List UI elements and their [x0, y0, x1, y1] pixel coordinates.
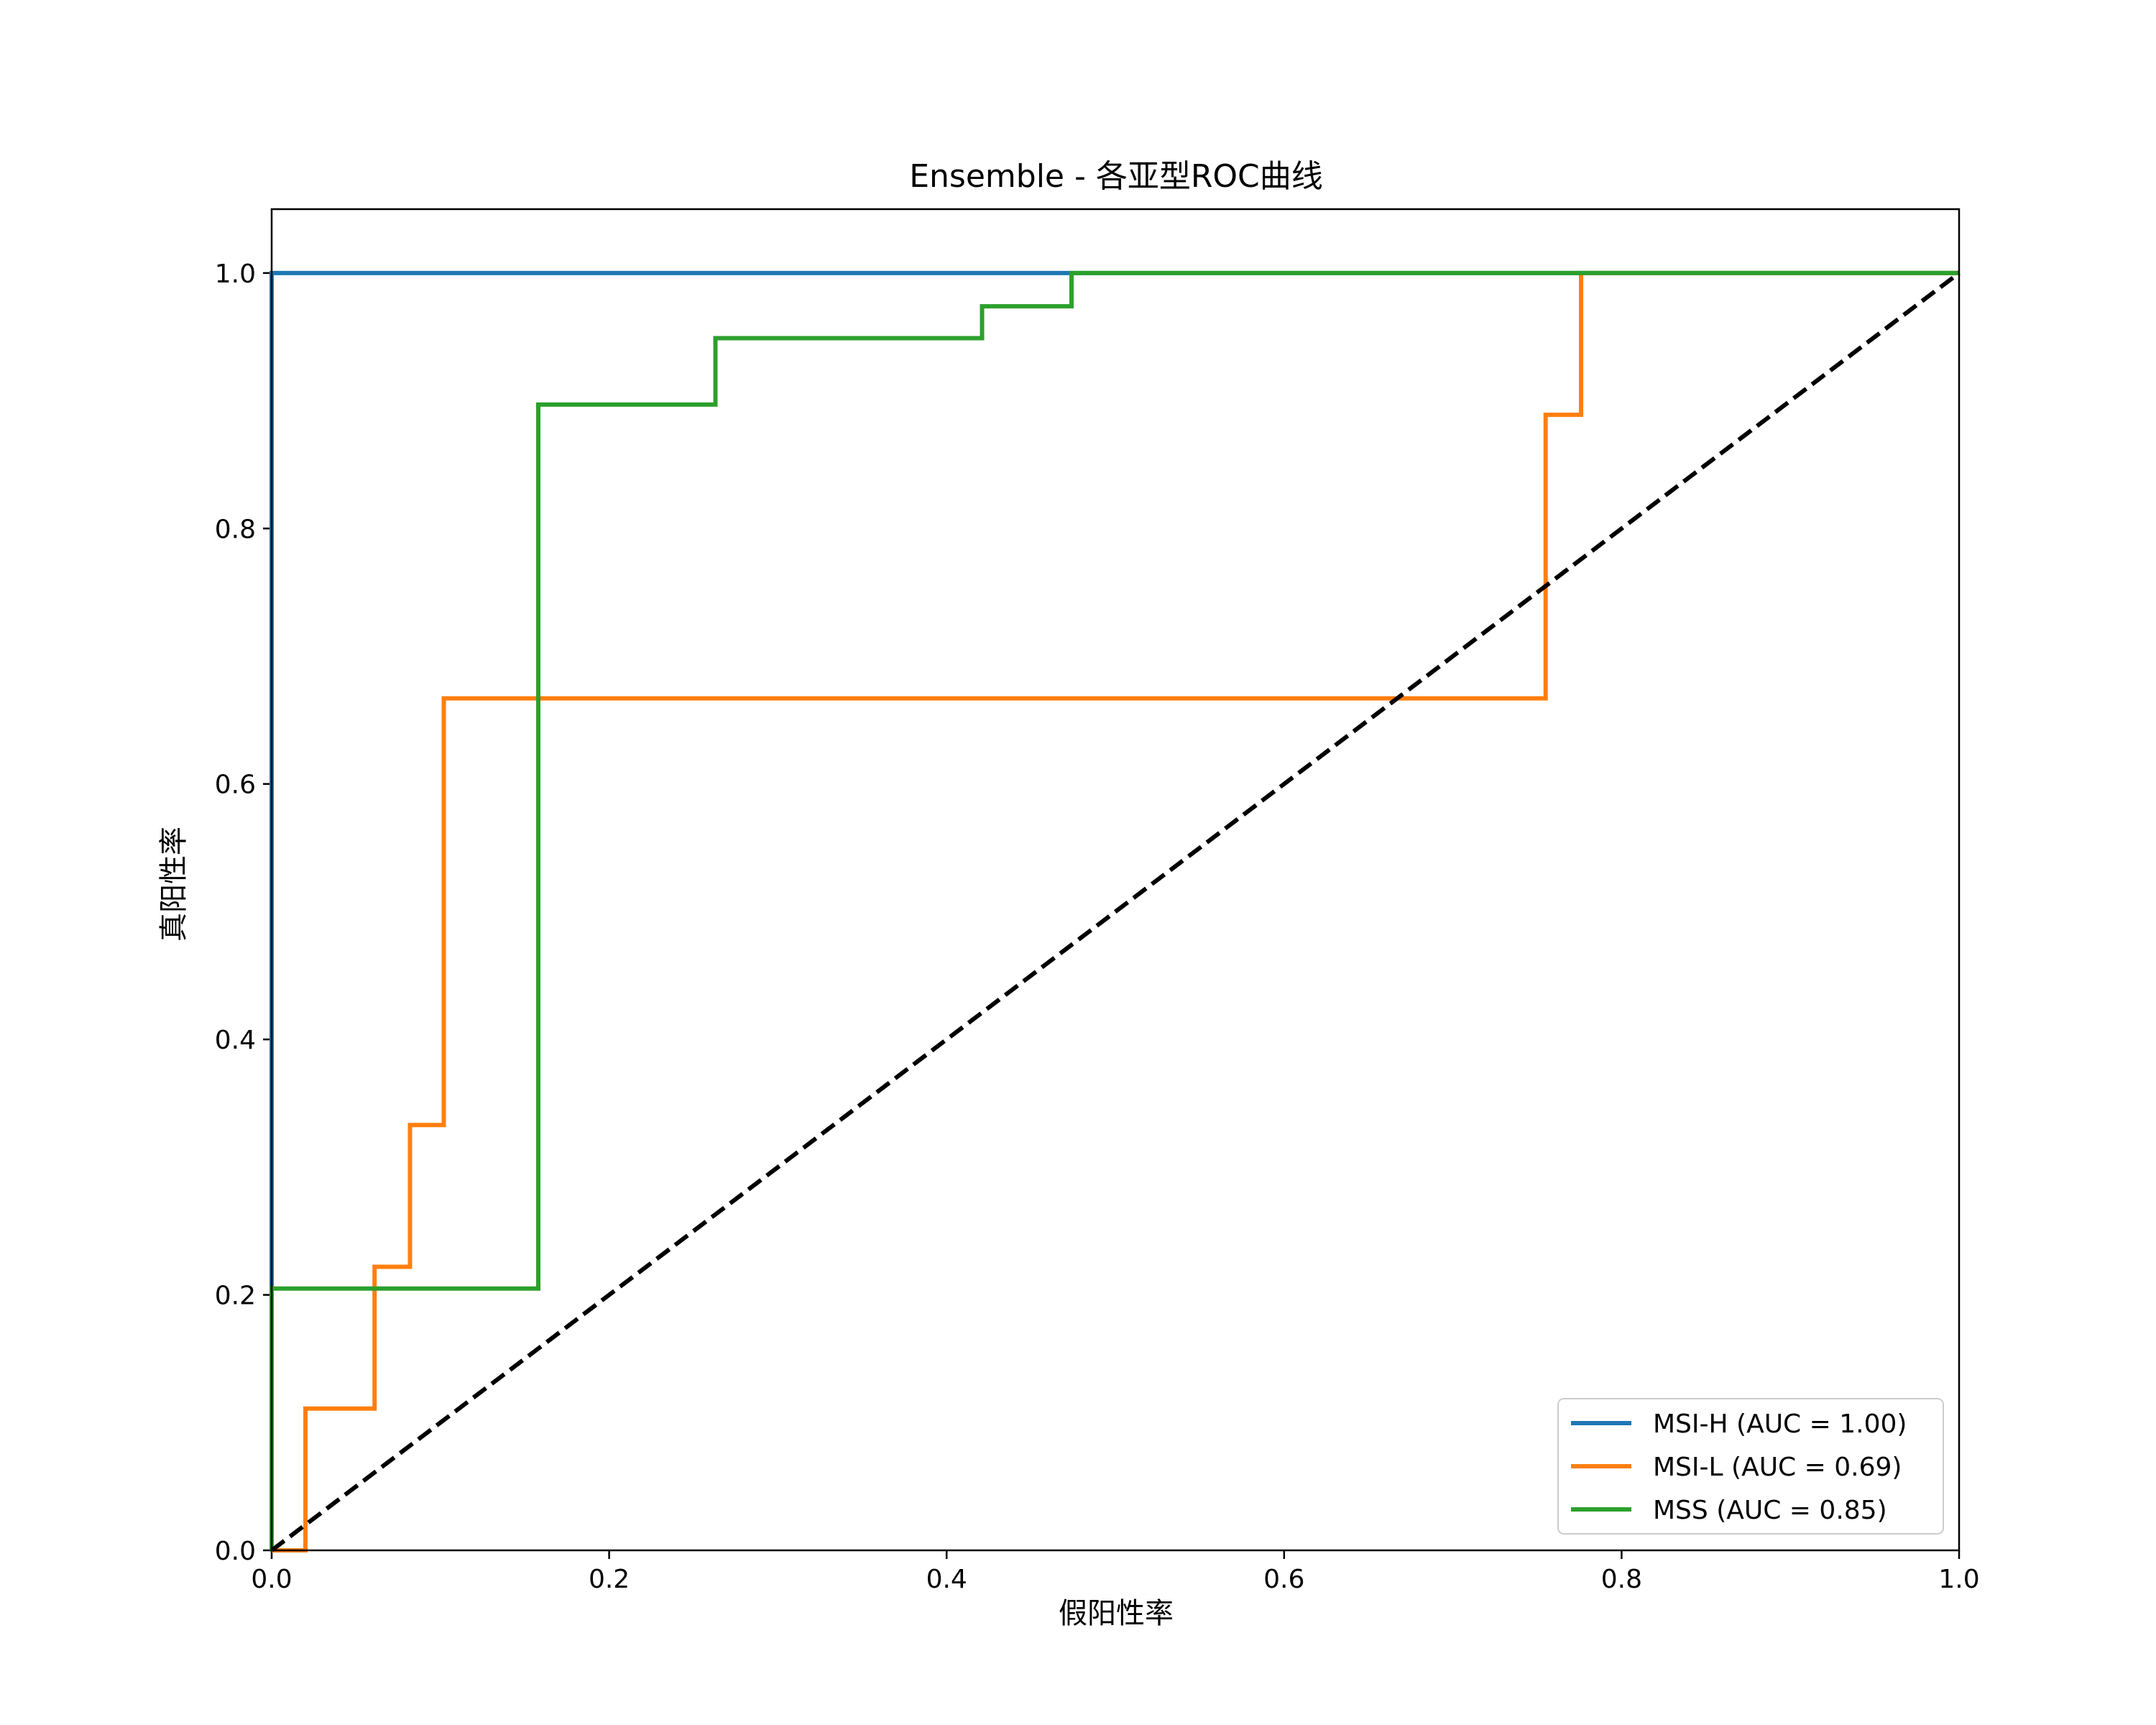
y-tick-label: 0.0	[215, 1537, 256, 1566]
legend-label: MSI-L (AUC = 0.69)	[1653, 1453, 1902, 1482]
x-tick-label: 0.0	[251, 1565, 292, 1594]
legend-label: MSS (AUC = 0.85)	[1653, 1496, 1887, 1525]
x-tick-label: 1.0	[1938, 1565, 1979, 1594]
y-tick-label: 0.4	[215, 1026, 256, 1055]
legend-box	[1557, 1398, 1944, 1535]
y-tick-label: 0.2	[215, 1282, 256, 1311]
axes-frame	[270, 208, 1961, 1552]
y-axis-label: 真阳性率	[157, 827, 190, 942]
axis-ticks: 0.0 0.2 0.4 0.6 0.8 1.0 0.0 0.2 0.4 0.6 0.8 1.0	[215, 259, 1980, 1594]
chance-diagonal-line	[270, 271, 1961, 1552]
x-tick-label: 0.6	[1263, 1565, 1304, 1594]
x-axis-label: 假阳性率	[1059, 1597, 1174, 1630]
y-tick-label: 1.0	[215, 259, 256, 289]
legend-label: MSI-H (AUC = 1.00)	[1653, 1409, 1907, 1439]
y-tick-label: 0.6	[215, 770, 256, 800]
legend: MSI-H (AUC = 1.00) MSI-L (AUC = 0.69) MSS …	[1557, 1398, 1944, 1535]
x-tick-label: 0.2	[589, 1565, 630, 1594]
x-tick-label: 0.8	[1601, 1565, 1642, 1594]
chart-title: Ensemble - 各亚型ROC曲线	[909, 158, 1323, 195]
roc-curve-2	[270, 270, 1959, 1550]
roc-curve-1	[272, 270, 1959, 1552]
y-tick-label: 0.8	[215, 515, 256, 544]
x-tick-label: 0.4	[926, 1565, 967, 1594]
